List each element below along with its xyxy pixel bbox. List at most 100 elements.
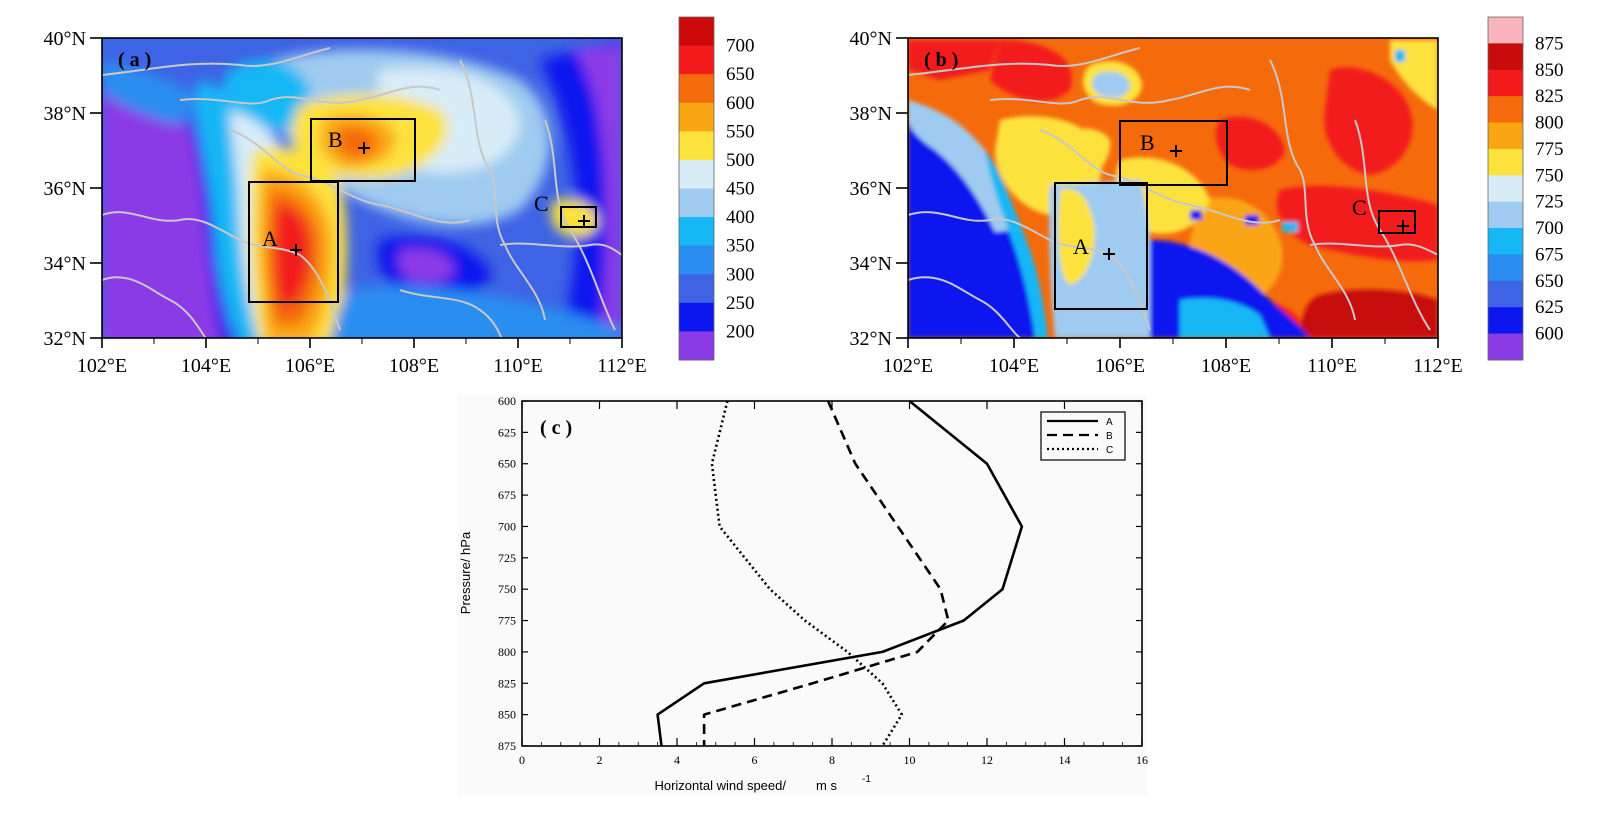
- colorbar-swatch: [1488, 201, 1523, 229]
- box-a-region-b: [1054, 182, 1148, 310]
- panel-c-y-axis: 600 625 650 675 700 725 750 775 800 825 850 875: [498, 394, 1142, 753]
- lat-tick-label: 40°N: [44, 28, 86, 50]
- y-tick-label: 800: [498, 645, 516, 659]
- colorbar-swatch: [679, 131, 714, 161]
- colorbar-label: 700: [1535, 218, 1564, 239]
- panel-a-colorbar: 700 650 600 550 500 450 400 350 300 250 200: [678, 16, 755, 361]
- colorbar-swatch: [679, 159, 714, 189]
- colorbar-label: 725: [1535, 192, 1564, 213]
- x-tick-label: 14: [1059, 753, 1071, 767]
- colorbar-label: 600: [726, 93, 755, 114]
- lat-tick-label: 34°N: [850, 253, 892, 275]
- panel-a-label: ( a ): [118, 49, 151, 71]
- y-tick-label: 600: [498, 394, 516, 408]
- colorbar-swatch: [679, 274, 714, 304]
- colorbar-swatch: [679, 302, 714, 332]
- y-tick-label: 625: [498, 425, 516, 439]
- x-tick-label: 4: [674, 753, 680, 767]
- lon-tick-label: 110°E: [1307, 355, 1356, 377]
- colorbar-label: 750: [1535, 165, 1564, 186]
- colorbar-swatch: [1488, 148, 1523, 176]
- lon-tick-label: 112°E: [597, 355, 646, 377]
- y-axis-title: Pressure/ hPa: [458, 531, 473, 614]
- panel-c-x-axis: 0 2 4 6 8 10 12 14 16: [519, 401, 1148, 767]
- colorbar-swatch: [679, 17, 714, 47]
- colorbar-label: 875: [1535, 33, 1564, 54]
- lon-tick-label: 104°E: [989, 355, 1039, 377]
- colorbar-label: 450: [726, 179, 755, 200]
- colorbar-label: 500: [726, 150, 755, 171]
- colorbar-label: 775: [1535, 139, 1564, 160]
- colorbar-label: 675: [1535, 244, 1564, 265]
- panel-a-field: [102, 38, 622, 338]
- x-axis-unit: m s: [816, 778, 837, 793]
- colorbar-swatch: [1488, 280, 1523, 308]
- colorbar-label: 350: [726, 236, 755, 257]
- colorbar-label: 700: [726, 36, 755, 57]
- colorbar-label: 825: [1535, 86, 1564, 107]
- y-tick-label: 675: [498, 488, 516, 502]
- lon-tick-label: 112°E: [1413, 355, 1462, 377]
- lon-tick-label: 106°E: [1095, 355, 1145, 377]
- colorbar-swatch: [679, 331, 714, 361]
- box-b-label-b: B: [1140, 130, 1155, 155]
- province-borders-b: [908, 47, 1438, 338]
- lat-tick-label: 34°N: [44, 253, 86, 275]
- colorbar-swatch: [679, 102, 714, 132]
- x-tick-label: 2: [597, 753, 603, 767]
- x-tick-label: 0: [519, 753, 525, 767]
- lon-tick-label: 108°E: [389, 355, 439, 377]
- colorbar-swatch: [1488, 69, 1523, 97]
- x-tick-label: 10: [904, 753, 916, 767]
- colorbar-swatch: [1488, 17, 1523, 44]
- lat-tick-label: 38°N: [850, 103, 892, 125]
- colorbar-swatch: [1488, 175, 1523, 203]
- panel-b-field: [908, 38, 1438, 338]
- colorbar-swatch: [679, 217, 714, 247]
- box-b-region: [310, 118, 416, 182]
- y-tick-label: 850: [498, 708, 516, 722]
- colorbar-swatch: [1488, 122, 1523, 150]
- panel-c-background: [457, 395, 1147, 795]
- y-tick-label: 875: [498, 739, 516, 753]
- x-axis-unit-exponent: -1: [862, 774, 871, 785]
- panel-b-lon-axis: 102°E 104°E 106°E 108°E 110°E 112°E: [883, 338, 1463, 377]
- colorbar-swatch: [679, 45, 714, 75]
- box-a-label-b: A: [1073, 234, 1089, 259]
- y-tick-label: 700: [498, 519, 516, 533]
- lon-tick-label: 108°E: [1201, 355, 1251, 377]
- y-tick-label: 750: [498, 582, 516, 596]
- colorbar-frame: [1487, 16, 1524, 361]
- lon-tick-label: 102°E: [883, 355, 933, 377]
- y-tick-label: 825: [498, 676, 516, 690]
- lon-tick-label: 106°E: [285, 355, 335, 377]
- series-line-b: [702, 400, 950, 746]
- lat-tick-label: 32°N: [850, 328, 892, 350]
- box-b-region-b: [1119, 120, 1228, 186]
- box-b-label: B: [328, 127, 343, 152]
- legend-label-c: C: [1106, 445, 1113, 456]
- lat-tick-label: 40°N: [850, 28, 892, 50]
- station-markers-a: [290, 142, 590, 256]
- station-markers-b: [1103, 145, 1409, 260]
- panel-c-label: ( c ): [540, 417, 572, 439]
- panel-a-lat-axis: 40°N 38°N 36°N 34°N 32°N: [44, 28, 102, 350]
- province-borders-a: [102, 47, 622, 338]
- colorbar-label: 650: [726, 64, 755, 85]
- y-tick-label: 725: [498, 551, 516, 565]
- lon-tick-label: 102°E: [77, 355, 127, 377]
- series-line-a: [656, 399, 1024, 747]
- colorbar-label: 200: [726, 321, 755, 342]
- colorbar-swatch: [1488, 307, 1523, 335]
- x-tick-label: 12: [981, 753, 993, 767]
- lon-tick-label: 110°E: [493, 355, 542, 377]
- colorbar-label: 300: [726, 264, 755, 285]
- panel-b-lat-axis: 40°N 38°N 36°N 34°N 32°N: [850, 28, 908, 350]
- lat-tick-label: 36°N: [850, 178, 892, 200]
- colorbar-swatch: [1488, 43, 1523, 71]
- colorbar-swatch: [1488, 228, 1523, 255]
- lon-tick-label: 104°E: [181, 355, 231, 377]
- legend-label-a: A: [1106, 417, 1113, 428]
- colorbar-swatch: [679, 245, 714, 275]
- box-c-region: [560, 206, 597, 228]
